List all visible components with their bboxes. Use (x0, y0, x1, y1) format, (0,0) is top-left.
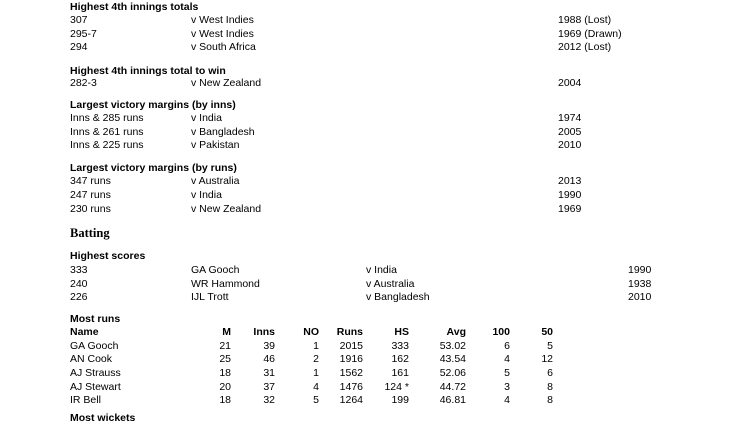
table-cell: 124 * (384, 380, 409, 393)
record-row: 226 IJL Trott v Bangladesh 2010 (70, 291, 652, 303)
table-cell: 18 (219, 367, 231, 379)
most-runs-header-row: Name M Inns NO Runs HS Avg 100 50 (0, 326, 746, 339)
table-cell: 2 (313, 353, 319, 365)
most-runs-row: GA Gooch 21 39 1 2015 333 53.02 6 5 (0, 340, 746, 353)
table-cell: AJ Strauss (70, 367, 121, 379)
table-cell: 6 (547, 367, 553, 379)
column-header: Runs (336, 326, 363, 338)
table-cell: AN Cook (70, 353, 113, 365)
section-heading-partial: Most wickets (70, 412, 136, 424)
most-runs-row: AJ Stewart 20 37 4 1476 124 * 44.72 3 8 (0, 381, 746, 394)
column-header: Inns (253, 326, 275, 338)
table-cell: 32 (263, 394, 275, 406)
table-cell: 44.72 (439, 380, 466, 393)
column-header: M (222, 326, 231, 338)
column-header: HS (394, 326, 409, 338)
section-heading-highest-scores: Highest scores (70, 250, 146, 262)
record-row: 247 runs v India 1990 (70, 189, 582, 201)
table-cell: 39 (263, 340, 275, 352)
record-row: 282-3 v New Zealand 2004 (70, 77, 582, 89)
table-cell: 52.06 (439, 367, 466, 379)
record-row: Inns & 261 runs v Bangladesh 2005 (70, 125, 582, 138)
table-cell: 5 (313, 394, 319, 406)
record-row: Inns & 225 runs v Pakistan 2010 (70, 139, 582, 151)
table-cell: 161 (391, 367, 409, 379)
section-heading-largest-victory-inns: Largest victory margins (by inns) (70, 99, 236, 111)
table-cell: 21 (219, 340, 231, 352)
table-cell: 1264 (339, 394, 363, 406)
table-cell: 4 (504, 394, 510, 406)
table-cell: 5 (547, 340, 553, 352)
most-runs-row: AN Cook 25 46 2 1916 162 43.54 4 12 (0, 353, 746, 366)
record-row: Inns & 285 runs v India 1974 (70, 112, 582, 124)
most-runs-row: IR Bell 18 32 5 1264 199 46.81 4 8 (0, 394, 746, 407)
table-cell: 1916 (339, 353, 363, 365)
table-cell: 1562 (339, 367, 363, 379)
column-header: 50 (541, 326, 553, 338)
table-cell: 4 (313, 380, 319, 393)
column-header: Name (70, 326, 99, 338)
table-cell: 1476 (339, 380, 363, 393)
table-cell: 37 (263, 380, 275, 393)
table-cell: AJ Stewart (70, 380, 121, 393)
batting-heading: Batting (70, 226, 110, 240)
column-header: 100 (492, 326, 510, 338)
table-cell: 20 (219, 380, 231, 393)
section-heading-highest-4th-innings-win: Highest 4th innings total to win (70, 65, 226, 77)
record-row: 230 runs v New Zealand 1969 (70, 203, 582, 215)
table-cell: 53.02 (439, 340, 466, 352)
table-cell: 31 (263, 367, 275, 379)
record-row: 307 v West Indies 1988 (Lost) (70, 14, 612, 26)
table-cell: 46 (263, 353, 275, 365)
table-cell: GA Gooch (70, 340, 119, 352)
table-cell: 12 (541, 353, 553, 365)
table-cell: 2015 (339, 340, 363, 352)
column-header: Avg (446, 326, 466, 338)
table-cell: 18 (219, 394, 231, 406)
column-header: NO (303, 326, 319, 338)
section-heading-highest-4th-innings: Highest 4th innings totals (70, 1, 199, 13)
table-cell: 6 (504, 340, 510, 352)
record-row: 333 GA Gooch v India 1990 (70, 264, 652, 276)
table-cell: 25 (219, 353, 231, 365)
table-cell: 8 (547, 380, 553, 393)
most-runs-row: AJ Strauss 18 31 1 1562 161 52.06 5 6 (0, 367, 746, 380)
table-cell: 162 (391, 353, 409, 365)
table-cell: 1 (313, 367, 319, 379)
record-row: 295-7 v West Indies 1969 (Drawn) (70, 27, 622, 40)
record-row: 347 runs v Australia 2013 (70, 175, 582, 187)
record-row: 294 v South Africa 2012 (Lost) (70, 41, 612, 53)
section-heading-largest-victory-runs: Largest victory margins (by runs) (70, 162, 237, 174)
table-cell: 8 (547, 394, 553, 406)
table-cell: 3 (504, 380, 510, 393)
table-cell: 43.54 (439, 353, 466, 365)
table-cell: 1 (313, 340, 319, 352)
table-cell: 4 (504, 353, 510, 365)
table-cell: 333 (391, 340, 409, 352)
table-cell: 199 (391, 394, 409, 406)
table-cell: 46.81 (439, 394, 466, 406)
record-row: 240 WR Hammond v Australia 1938 (70, 277, 652, 290)
section-heading-most-runs: Most runs (70, 313, 121, 325)
table-cell: 5 (504, 367, 510, 379)
table-cell: IR Bell (70, 394, 101, 406)
